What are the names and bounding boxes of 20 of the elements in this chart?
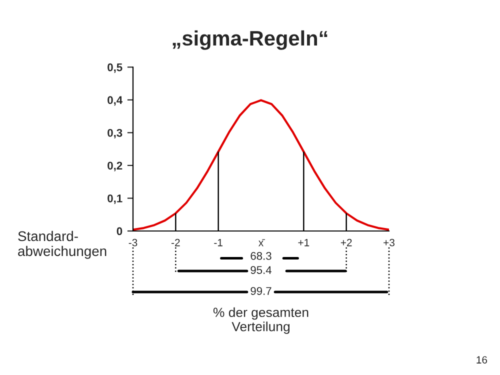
text: % der gesamten Verteilung [213, 307, 308, 334]
text: 16 [476, 356, 488, 364]
text: 95.4 [250, 266, 272, 274]
y-tick-label: 0,1 [108, 194, 122, 204]
y-tick-label: 0,2 [108, 162, 122, 172]
text: 99.7 [250, 287, 272, 295]
x-tick-label: +2 [340, 238, 352, 246]
text: 68.3 [250, 252, 272, 260]
text: Standard- abweichungen [18, 230, 106, 259]
x-tick-label: -2 [172, 238, 180, 246]
x-tick-label: -3 [128, 238, 138, 246]
x-tick-label: -1 [214, 239, 222, 246]
x-tick-label: +1 [298, 239, 310, 246]
y-tick-label: 0,4 [108, 96, 123, 106]
chart-title: „sigma-Regeln“ [172, 30, 328, 50]
y-tick-label: 0,5 [108, 63, 122, 73]
y-tick-label: 0,3 [108, 128, 122, 138]
y-tick-label: 0 [116, 227, 122, 236]
x-tick-label: x̄ [258, 239, 265, 246]
x-tick-label: +3 [384, 238, 394, 246]
